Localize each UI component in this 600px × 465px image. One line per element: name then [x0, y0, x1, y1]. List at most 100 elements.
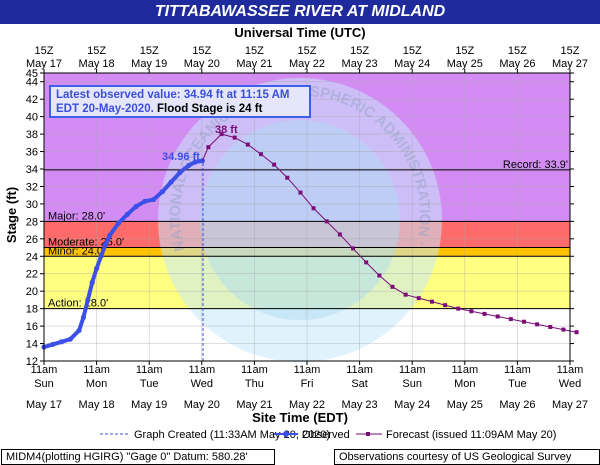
- observed-point: [107, 232, 113, 238]
- y-tick-label: 32: [26, 181, 38, 193]
- forecast-point: [311, 206, 316, 211]
- forecast-point: [272, 162, 277, 167]
- top-tick-date: May 20: [184, 58, 220, 70]
- bottom-tick-date: May 22: [289, 399, 325, 411]
- watermark-inner-disc: [200, 120, 400, 320]
- observed-point: [192, 159, 198, 165]
- forecast-point: [285, 175, 290, 180]
- forecast-point: [495, 314, 500, 319]
- top-tick-date: May 17: [26, 58, 62, 70]
- forecast-point: [574, 330, 579, 335]
- y-tick-label: 18: [26, 304, 38, 316]
- bottom-tick-time: 11am: [451, 364, 478, 376]
- top-axis-title: Universal Time (UTC): [234, 25, 365, 40]
- threshold-label-0: Record: 33.9': [503, 159, 568, 171]
- forecast-point: [443, 303, 448, 308]
- top-tick-date: May 26: [499, 58, 535, 70]
- footer-credit: Observations courtesy of US Geological S…: [334, 449, 600, 465]
- observed-point: [124, 211, 130, 217]
- forecast-point: [364, 260, 369, 265]
- bottom-tick-time: 11am: [83, 364, 110, 376]
- top-tick-time: 15Z: [455, 45, 474, 57]
- forecast-point: [535, 322, 540, 327]
- peak-label: 38 ft: [215, 124, 238, 136]
- y-tick-label: 12: [26, 356, 38, 368]
- top-tick-time: 15Z: [298, 45, 317, 57]
- legend-forecast-marker: [366, 432, 370, 436]
- bottom-tick-date: May 19: [131, 399, 167, 411]
- bottom-tick-day: Sun: [34, 378, 54, 390]
- bottom-tick-day: Fri: [301, 378, 314, 390]
- top-tick-time: 15Z: [87, 45, 106, 57]
- forecast-point: [508, 317, 513, 322]
- top-tick-date: May 23: [342, 58, 378, 70]
- observed-point: [98, 253, 104, 259]
- observed-point: [76, 327, 82, 334]
- threshold-label-1: Major: 28.0': [48, 210, 105, 222]
- bottom-tick-time: 11am: [294, 364, 321, 376]
- forecast-point: [258, 152, 263, 157]
- bottom-tick-date: May 23: [342, 399, 378, 411]
- forecast-point: [298, 190, 303, 195]
- bottom-tick-time: 11am: [188, 364, 215, 376]
- bottom-tick-day: Wed: [559, 378, 581, 390]
- top-tick-date: May 22: [289, 58, 325, 70]
- y-tick-label: 40: [26, 112, 38, 124]
- observed-point: [186, 162, 192, 169]
- bottom-tick-time: 11am: [504, 364, 531, 376]
- top-tick-date: May 21: [236, 58, 272, 70]
- y-tick-label: 44: [26, 77, 38, 89]
- legend-created-label: Graph Created (11:33AM May 20, 2020): [134, 429, 330, 441]
- legend: Graph Created (11:33AM May 20, 2020) Obs…: [100, 429, 556, 441]
- y-tick-label: 20: [26, 286, 38, 298]
- bottom-axis-title: Site Time (EDT): [252, 410, 348, 425]
- footer-datum: MIDM4(plotting HGIRG) "Gage 0" Datum: 58…: [1, 449, 275, 465]
- top-tick-time: 15Z: [350, 45, 369, 57]
- bottom-tick-date: May 18: [79, 399, 115, 411]
- bottom-tick-date: May 21: [236, 399, 272, 411]
- bottom-tick-day: Mon: [86, 378, 107, 390]
- top-tick-time: 15Z: [403, 45, 422, 57]
- observed-point: [150, 196, 157, 203]
- forecast-point: [390, 284, 395, 289]
- forecast-point: [561, 327, 566, 332]
- observed-point: [94, 265, 100, 272]
- bottom-tick-day: Tue: [140, 378, 159, 390]
- y-tick-label: 30: [26, 199, 38, 211]
- top-tick-date: May 24: [394, 58, 430, 70]
- latest-line-2-flood: Flood Stage is 24 ft: [153, 103, 263, 115]
- y-tick-label: 16: [26, 321, 38, 333]
- bottom-tick-time: 11am: [31, 364, 58, 376]
- forecast-point: [482, 311, 487, 316]
- bottom-tick-time: 11am: [241, 364, 268, 376]
- title-bar: TITTABAWASSEE RIVER AT MIDLAND: [0, 0, 600, 24]
- bottom-tick-day: Wed: [191, 378, 213, 390]
- top-tick-date: May 18: [79, 58, 115, 70]
- top-tick-date: May 19: [131, 58, 167, 70]
- bottom-tick-date: May 27: [552, 399, 588, 411]
- bottom-tick-day: Mon: [454, 378, 475, 390]
- forecast-point: [429, 299, 434, 304]
- bottom-tick-time: 11am: [136, 364, 163, 376]
- bottom-tick-time: 11am: [346, 364, 373, 376]
- forecast-point: [206, 145, 211, 150]
- top-tick-time: 15Z: [192, 45, 211, 57]
- chart-title: TITTABAWASSEE RIVER AT MIDLAND: [154, 3, 446, 20]
- threshold-label-4: Action: 18.0': [48, 298, 108, 310]
- observed-point: [58, 339, 65, 345]
- top-tick-time: 15Z: [35, 45, 54, 57]
- current-value-label: 34.96 ft: [162, 151, 200, 163]
- top-tick-time: 15Z: [140, 45, 159, 57]
- y-axis-title: Stage (ft): [4, 187, 19, 243]
- top-tick-date: May 27: [552, 58, 588, 70]
- latest-observation-box: Latest observed value: 34.94 ft at 11:15…: [49, 85, 311, 118]
- forecast-point: [219, 132, 224, 137]
- forecast-point: [337, 232, 342, 237]
- forecast-point: [456, 306, 461, 311]
- legend-observed-label: Observed: [302, 429, 350, 441]
- bottom-tick-day: Tue: [508, 378, 527, 390]
- observed-point: [177, 169, 183, 176]
- observed-point: [67, 336, 73, 342]
- bottom-tick-date: May 17: [26, 399, 62, 411]
